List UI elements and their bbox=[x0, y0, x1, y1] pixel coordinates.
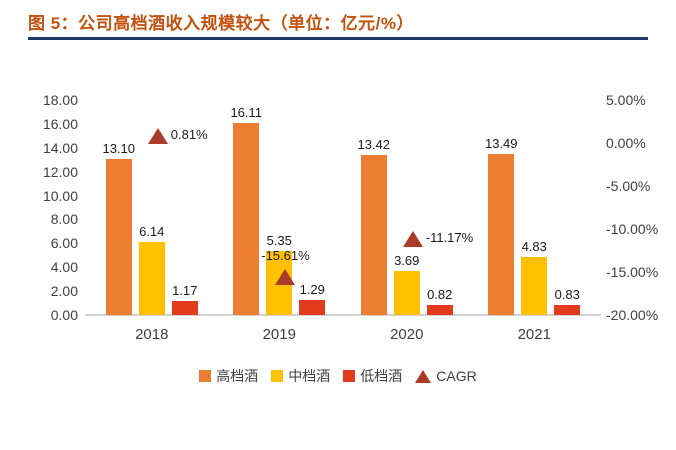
bar-series-1 bbox=[488, 153, 515, 315]
right-axis-tick: -10.00% bbox=[606, 221, 659, 237]
legend-label: 中档酒 bbox=[288, 368, 331, 384]
x-axis-label: 2018 bbox=[135, 326, 169, 343]
bar-series-1 bbox=[233, 122, 260, 315]
legend-swatch-icon bbox=[271, 370, 284, 382]
cagr-value-label: -11.17% bbox=[425, 230, 474, 246]
bar-value-label: 13.10 bbox=[102, 140, 136, 156]
left-axis-tick: 18.00 bbox=[42, 92, 78, 108]
bar-series-1 bbox=[105, 158, 132, 315]
left-axis-tick: 4.00 bbox=[50, 259, 78, 276]
figure-title: 图 5：公司高档酒收入规模较大（单位：亿元/%） bbox=[28, 14, 415, 33]
bar-value-label: 1.29 bbox=[299, 281, 325, 297]
left-axis-tick: 14.00 bbox=[42, 139, 78, 156]
right-axis-tick: 5.00% bbox=[606, 92, 646, 108]
x-axis-label: 2019 bbox=[262, 326, 296, 343]
bar-series-2 bbox=[521, 257, 548, 315]
right-axis-tick: -15.00% bbox=[606, 264, 659, 280]
bar-value-label: 13.49 bbox=[484, 135, 518, 151]
bar-value-label: 5.35 bbox=[266, 233, 292, 249]
right-axis-tick: -20.00% bbox=[606, 307, 659, 323]
right-axis-tick: -5.00% bbox=[606, 178, 651, 194]
left-axis-tick: 8.00 bbox=[50, 211, 78, 228]
bar-series-3 bbox=[299, 299, 326, 315]
bar-value-label: 1.17 bbox=[172, 283, 198, 299]
left-axis-tick: 12.00 bbox=[42, 163, 78, 180]
bar-series-3 bbox=[426, 305, 453, 315]
bar-series-2 bbox=[138, 241, 165, 315]
legend-label: 高档酒 bbox=[216, 368, 259, 384]
bar-series-3 bbox=[554, 305, 581, 315]
bar-series-2 bbox=[393, 270, 420, 315]
cagr-value-label: 0.81% bbox=[170, 127, 208, 143]
bar-value-label: 13.42 bbox=[357, 136, 391, 152]
legend-swatch-icon bbox=[343, 370, 356, 382]
title-divider bbox=[28, 37, 648, 40]
legend-item: 低档酒 bbox=[343, 366, 402, 386]
bar-value-label: 6.14 bbox=[139, 223, 165, 239]
bar-series-1 bbox=[360, 154, 387, 315]
x-axis-label: 2020 bbox=[390, 326, 424, 343]
left-axis-tick: 0.00 bbox=[50, 307, 78, 323]
legend-swatch-icon bbox=[199, 370, 212, 382]
bar-value-label: 0.83 bbox=[554, 287, 580, 303]
bar-value-label: 16.11 bbox=[230, 104, 263, 120]
cagr-marker-triangle-icon bbox=[275, 269, 296, 286]
cagr-marker-triangle-icon bbox=[402, 231, 423, 248]
legend-item: CAGR bbox=[415, 368, 477, 384]
left-axis-tick: 10.00 bbox=[42, 187, 78, 204]
legend-label: 低档酒 bbox=[360, 368, 403, 384]
x-axis-line bbox=[85, 314, 601, 316]
bar-value-label: 0.82 bbox=[427, 287, 453, 303]
legend-item: 中档酒 bbox=[271, 366, 330, 386]
legend-label: CAGR bbox=[436, 368, 477, 384]
cagr-value-label: -15.61% bbox=[261, 248, 310, 264]
legend-item: 高档酒 bbox=[199, 366, 258, 386]
bar-series-3 bbox=[171, 301, 198, 315]
chart-legend: 高档酒 中档酒 低档酒 CAGR bbox=[0, 366, 676, 386]
bar-value-label: 4.83 bbox=[521, 239, 547, 255]
x-axis-label: 2021 bbox=[517, 326, 551, 343]
left-axis-tick: 2.00 bbox=[50, 283, 78, 300]
cagr-legend-triangle-icon bbox=[415, 369, 432, 383]
bar-value-label: 3.69 bbox=[394, 252, 420, 268]
cagr-marker-triangle-icon bbox=[147, 128, 168, 145]
left-axis-tick: 16.00 bbox=[42, 115, 78, 132]
right-axis-tick: 0.00% bbox=[606, 135, 646, 151]
left-axis-tick: 6.00 bbox=[50, 235, 78, 252]
